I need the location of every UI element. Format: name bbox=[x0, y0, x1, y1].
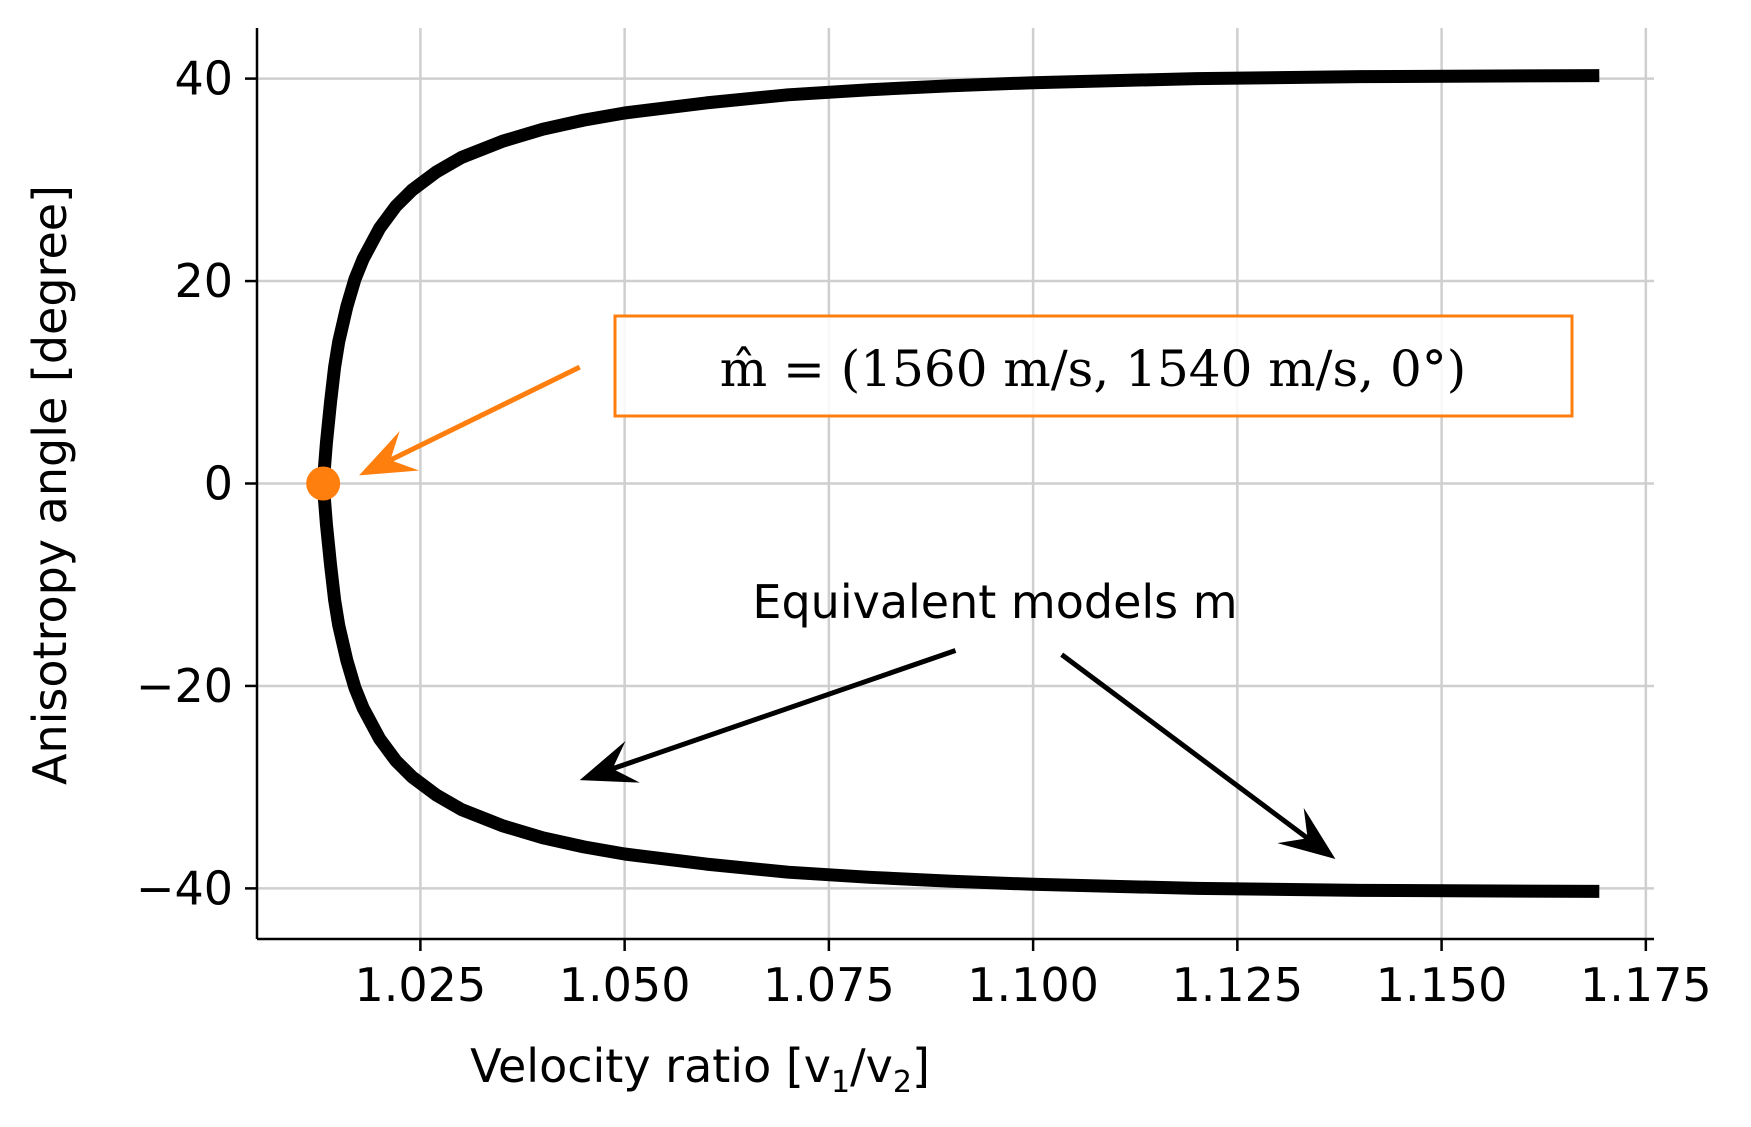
equivalent-arrow-0-shaft bbox=[611, 648, 957, 772]
equivalent-models-label: Equivalent models m bbox=[752, 575, 1237, 629]
m-hat-label: m̂ = (1560 m/s, 1540 m/s, 0°) bbox=[720, 340, 1467, 398]
equivalent-arrow-0-head bbox=[579, 741, 640, 783]
equivalent-arrow-1-shaft bbox=[1060, 652, 1310, 841]
x-tick-label: 1.025 bbox=[355, 958, 487, 1012]
tick-marks: 1.025 1.050 1.075 1.100 1.125 1.150 1.175 40 20 0… bbox=[136, 52, 1712, 1012]
y-tick-label: 20 bbox=[174, 254, 233, 308]
grid bbox=[257, 28, 1654, 939]
x-tick-label: 1.075 bbox=[763, 958, 895, 1012]
highlight-point bbox=[306, 466, 341, 501]
annotations: m̂ = (1560 m/s, 1540 m/s, 0°) Equivalent … bbox=[359, 314, 1574, 859]
equivalent-arrow-1-head bbox=[1277, 807, 1336, 859]
x-tick-label: 1.050 bbox=[559, 958, 691, 1012]
x-tick-label: 1.150 bbox=[1376, 958, 1508, 1012]
m-hat-box bbox=[613, 314, 1574, 418]
y-tick-label: −20 bbox=[136, 659, 233, 713]
x-tick-label: 1.125 bbox=[1171, 958, 1303, 1012]
series-layer bbox=[306, 69, 1600, 898]
x-axis-title: Velocity ratio [v1/v2] bbox=[470, 1039, 930, 1100]
y-tick-label: −40 bbox=[136, 861, 233, 915]
x-tick-label: 1.100 bbox=[967, 958, 1099, 1012]
y-tick-label: 0 bbox=[204, 457, 233, 511]
y-axis-title: Anisotropy angle [degree] bbox=[23, 185, 77, 785]
m-hat-arrow-head bbox=[359, 431, 420, 476]
y-tick-label: 40 bbox=[174, 52, 233, 106]
x-tick-label: 1.175 bbox=[1580, 958, 1712, 1012]
m-hat-arrow-shaft bbox=[389, 364, 581, 463]
